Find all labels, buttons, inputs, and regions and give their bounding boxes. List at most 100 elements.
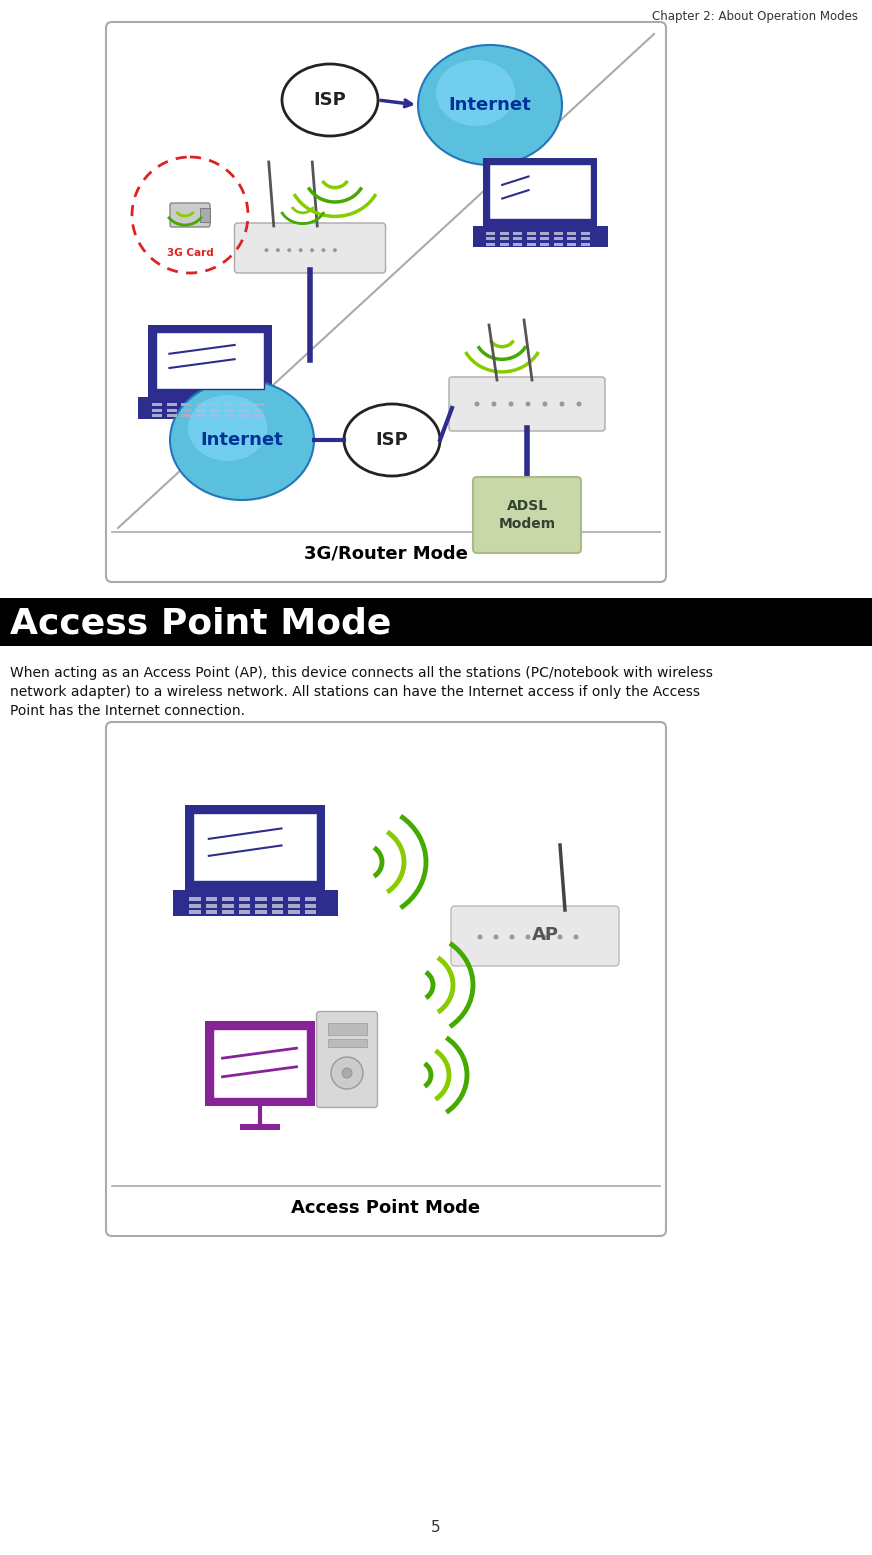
Bar bbox=[167, 409, 177, 412]
Text: Access Point Mode: Access Point Mode bbox=[291, 1199, 480, 1218]
Bar bbox=[500, 238, 509, 241]
Bar bbox=[205, 1022, 315, 1106]
Circle shape bbox=[560, 401, 564, 406]
Bar bbox=[527, 232, 536, 235]
Bar bbox=[189, 903, 201, 908]
FancyBboxPatch shape bbox=[170, 204, 210, 227]
Circle shape bbox=[299, 249, 303, 252]
Bar bbox=[567, 232, 576, 235]
Bar bbox=[206, 897, 217, 902]
Text: Internet: Internet bbox=[201, 431, 283, 449]
Bar bbox=[167, 403, 177, 406]
Bar bbox=[500, 232, 509, 235]
Circle shape bbox=[264, 249, 269, 252]
Bar bbox=[513, 238, 522, 241]
Circle shape bbox=[287, 249, 291, 252]
Circle shape bbox=[526, 935, 530, 939]
Text: 5: 5 bbox=[431, 1519, 441, 1535]
FancyBboxPatch shape bbox=[106, 722, 666, 1236]
Text: When acting as an Access Point (AP), this device connects all the stations (PC/n: When acting as an Access Point (AP), thi… bbox=[10, 666, 713, 680]
Ellipse shape bbox=[436, 61, 515, 126]
Bar bbox=[222, 910, 234, 914]
Text: network adapter) to a wireless network. All stations can have the Internet acces: network adapter) to a wireless network. … bbox=[10, 686, 700, 700]
Circle shape bbox=[494, 935, 499, 939]
Bar bbox=[224, 414, 235, 417]
Bar bbox=[540, 243, 549, 246]
Circle shape bbox=[492, 401, 496, 406]
Bar bbox=[155, 333, 264, 389]
Bar bbox=[152, 403, 162, 406]
Bar bbox=[486, 238, 495, 241]
Bar bbox=[540, 232, 549, 235]
Bar bbox=[224, 409, 235, 412]
Bar bbox=[239, 897, 250, 902]
Text: Chapter 2: About Operation Modes: Chapter 2: About Operation Modes bbox=[652, 9, 858, 23]
Bar bbox=[489, 165, 590, 219]
Bar bbox=[304, 897, 316, 902]
Circle shape bbox=[322, 249, 325, 252]
Bar bbox=[152, 414, 162, 417]
FancyBboxPatch shape bbox=[451, 907, 619, 966]
Bar bbox=[254, 403, 263, 406]
Bar bbox=[195, 414, 206, 417]
Bar bbox=[500, 243, 509, 246]
Bar bbox=[271, 903, 283, 908]
Text: ADSL
Modem: ADSL Modem bbox=[499, 499, 555, 530]
Bar bbox=[271, 897, 283, 902]
Bar bbox=[181, 409, 191, 412]
Ellipse shape bbox=[170, 379, 314, 501]
Circle shape bbox=[474, 401, 480, 406]
Bar bbox=[173, 889, 337, 916]
FancyBboxPatch shape bbox=[235, 222, 385, 274]
Bar bbox=[254, 414, 263, 417]
Bar bbox=[206, 910, 217, 914]
FancyBboxPatch shape bbox=[106, 22, 666, 582]
Bar bbox=[513, 243, 522, 246]
Circle shape bbox=[576, 401, 582, 406]
Circle shape bbox=[333, 249, 337, 252]
Bar bbox=[473, 225, 608, 247]
Bar bbox=[581, 243, 590, 246]
Bar bbox=[567, 243, 576, 246]
Bar bbox=[138, 397, 283, 418]
Bar bbox=[167, 414, 177, 417]
Bar bbox=[304, 910, 316, 914]
Bar bbox=[328, 1039, 366, 1047]
Bar bbox=[482, 157, 597, 225]
Text: Internet: Internet bbox=[448, 96, 531, 114]
FancyBboxPatch shape bbox=[449, 376, 605, 431]
Bar bbox=[554, 232, 563, 235]
Bar bbox=[239, 409, 249, 412]
Circle shape bbox=[542, 401, 548, 406]
Bar bbox=[0, 599, 872, 645]
Bar bbox=[288, 910, 300, 914]
Text: 3G/Router Mode: 3G/Router Mode bbox=[304, 544, 468, 563]
Bar bbox=[239, 903, 250, 908]
Bar bbox=[222, 897, 234, 902]
Bar bbox=[328, 1023, 366, 1034]
Circle shape bbox=[276, 249, 280, 252]
Bar bbox=[554, 243, 563, 246]
Bar bbox=[540, 238, 549, 241]
Bar bbox=[513, 232, 522, 235]
Bar bbox=[304, 903, 316, 908]
Bar bbox=[288, 897, 300, 902]
Bar bbox=[288, 903, 300, 908]
Bar bbox=[189, 897, 201, 902]
Bar bbox=[148, 325, 271, 397]
Bar bbox=[240, 1124, 280, 1130]
Circle shape bbox=[526, 401, 530, 406]
Bar bbox=[181, 414, 191, 417]
Bar bbox=[527, 238, 536, 241]
Bar bbox=[239, 414, 249, 417]
Bar bbox=[239, 910, 250, 914]
Bar bbox=[255, 910, 267, 914]
Bar bbox=[255, 897, 267, 902]
Ellipse shape bbox=[344, 404, 440, 476]
Bar bbox=[581, 232, 590, 235]
Bar bbox=[224, 403, 235, 406]
Text: Point has the Internet connection.: Point has the Internet connection. bbox=[10, 704, 245, 718]
Bar bbox=[210, 414, 220, 417]
Bar bbox=[239, 403, 249, 406]
Bar bbox=[567, 238, 576, 241]
